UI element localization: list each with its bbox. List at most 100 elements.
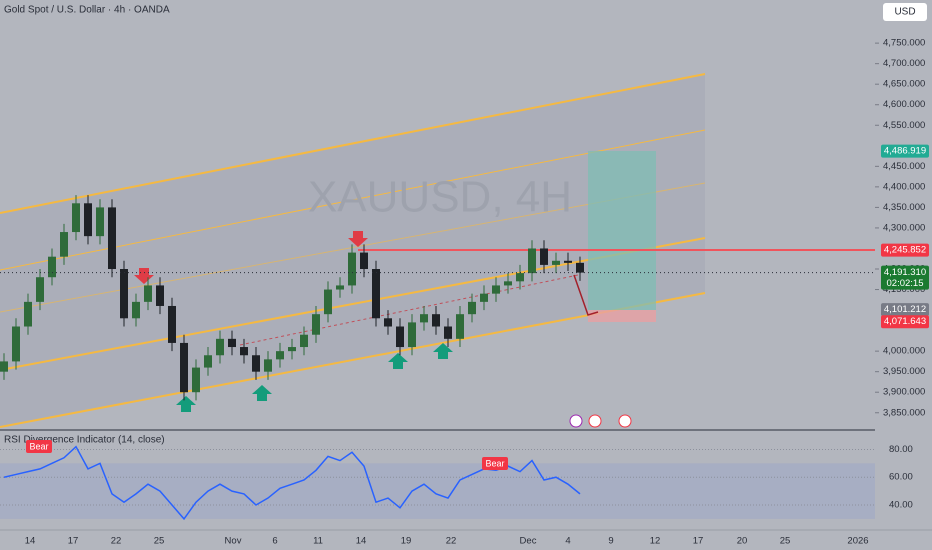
y-tick-label: 4,300.000 [883,222,925,233]
candle-body [480,293,488,302]
candle-body [240,347,248,356]
candle-body [132,301,140,319]
candle-body [456,314,464,339]
candle-body [444,326,452,339]
candle-body [540,248,548,265]
x-tick-label: 4 [565,536,570,547]
channel-top [0,73,706,214]
price-tag [881,315,929,329]
price-tag-label: 4,191.310 [884,267,926,278]
y-tick-label: 4,550.000 [883,120,925,131]
candle-body [120,269,128,319]
stop-box [588,310,656,322]
currency-button[interactable] [883,3,927,21]
candle-body [348,252,356,286]
up-arrow [388,353,408,369]
candle-body [192,367,200,393]
y-tick-label: 4,750.000 [883,38,925,49]
watermark: XAUUSD, 4H [308,173,572,222]
candle-body [252,355,260,372]
candle-body [360,252,368,270]
candle-body [204,355,212,368]
candle-body [564,260,572,263]
annotation-box [482,457,508,470]
channel-mid [0,129,706,271]
annotation: Bear [485,458,504,468]
x-tick-label: 6 [272,536,277,547]
candle-body [312,314,320,335]
candle-body [264,359,272,372]
candle-body [516,273,524,282]
price-tag-label: 4,245.852 [884,245,926,256]
rsi-band [0,463,875,519]
x-tick-label: 17 [68,536,79,547]
x-tick-label: 11 [313,536,323,547]
candle-body [228,338,236,348]
candle-body [108,207,116,270]
candle-body [0,361,8,372]
candle-body [336,285,344,290]
annotation: Bear [29,441,48,451]
y-tick-label: 3,950.000 [883,366,925,377]
annotation-box [26,440,52,453]
price-tag-label: 4,486.919 [884,146,926,157]
up-arrows [176,343,453,412]
candle-body [156,285,164,306]
indicator-title: RSI Divergence Indicator (14, close) [4,435,165,446]
price-tag [881,243,929,257]
candle-body [552,260,560,265]
event-icons [569,414,632,428]
projection-arrow [573,274,599,316]
price-tag [881,144,929,158]
y-tick-label: 40.00 [889,500,913,511]
y-tick-label: 3,850.000 [883,407,925,418]
candle-body [372,269,380,319]
y-tick-label: 80.00 [889,444,913,455]
event-icon [618,414,632,428]
x-tick-label: Nov [225,536,242,547]
y-tick-label: 4,700.000 [883,58,925,69]
candle-body [36,277,44,302]
x-tick-label: 19 [401,536,412,547]
candle-body [492,285,500,294]
x-tick-label: 12 [650,536,661,547]
channel-mid [0,237,706,371]
x-tick-label: 25 [780,536,791,547]
x-tick-label: 14 [25,536,36,547]
candle-body [276,351,284,360]
candle-body [324,289,332,315]
y-tick-label: 3,900.000 [883,387,925,398]
countdown: 02:02:15 [887,278,924,289]
price-tag [881,265,929,290]
candle-body [528,248,536,274]
down-arrow [134,268,154,284]
candle-body [384,318,392,327]
candle-body [468,301,476,315]
candle-body [420,314,428,323]
event-icon [569,414,583,428]
price-tag-label: 4,071.643 [884,316,926,327]
y-tick-label: 4,450.000 [883,161,925,172]
candle-body [84,203,92,237]
x-tick-label: 17 [693,536,704,547]
x-tick-label: 20 [737,536,748,547]
y-tick-label: 4,350.000 [883,202,925,213]
candle-body [24,301,32,327]
candle-body [60,232,68,257]
y-tick-label: 4,600.000 [883,99,925,110]
y-tick-label: 4,400.000 [883,181,925,192]
candle-body [288,347,296,352]
candle-body [432,314,440,327]
event-icon [588,414,602,428]
candle-body [408,322,416,348]
y-tick-label: 4,650.000 [883,79,925,90]
x-tick-label: 22 [111,536,122,547]
candle-body [396,326,404,348]
up-arrow [176,396,196,412]
candle-body [216,338,224,356]
x-tick-label: 22 [446,536,457,547]
candle-body [504,281,512,286]
x-tick-label: 9 [608,536,613,547]
